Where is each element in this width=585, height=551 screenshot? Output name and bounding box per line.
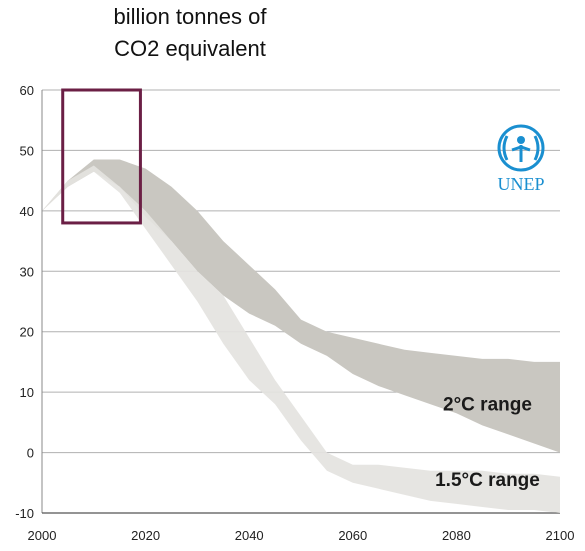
logo-text: UNEP (497, 174, 544, 194)
y-tick-label: 10 (20, 385, 34, 400)
y-tick-label: 0 (27, 446, 34, 461)
chart-title-line-1: billion tonnes of (113, 4, 267, 29)
y-tick-label: 30 (20, 264, 34, 279)
highlight-box (61, 88, 142, 225)
logo-figure-head (517, 136, 525, 144)
logo-laurel (502, 135, 540, 161)
x-tick-label: 2060 (338, 528, 367, 543)
y-tick-label: 60 (20, 83, 34, 98)
y-tick-label: -10 (15, 506, 34, 521)
y-tick-label: 50 (20, 143, 34, 158)
band-1-5c (42, 165, 560, 513)
annotations: 2°C range 1.5°C range (435, 394, 540, 491)
band-label: 2°C range (443, 394, 532, 415)
x-axis-ticks: 2000 2020 2040 2060 2080 2100 (28, 528, 575, 543)
chart-title-line-2: CO2 equivalent (114, 36, 266, 61)
x-tick-label: 2100 (546, 528, 575, 543)
x-tick-label: 2020 (131, 528, 160, 543)
unep-logo: UNEP (497, 124, 545, 194)
x-tick-label: 2000 (28, 528, 57, 543)
x-tick-label: 2040 (235, 528, 264, 543)
band-2c (42, 159, 560, 453)
logo-ring (497, 124, 545, 172)
y-axis-ticks: -10 0 10 20 30 40 50 60 (15, 83, 34, 521)
band-label: 1.5°C range (435, 470, 540, 491)
y-tick-label: 20 (20, 325, 34, 340)
x-tick-label: 2080 (442, 528, 471, 543)
range-bands (42, 159, 560, 513)
gridlines (41, 89, 560, 514)
y-tick-label: 40 (20, 204, 34, 219)
logo-figure-body (511, 145, 531, 162)
